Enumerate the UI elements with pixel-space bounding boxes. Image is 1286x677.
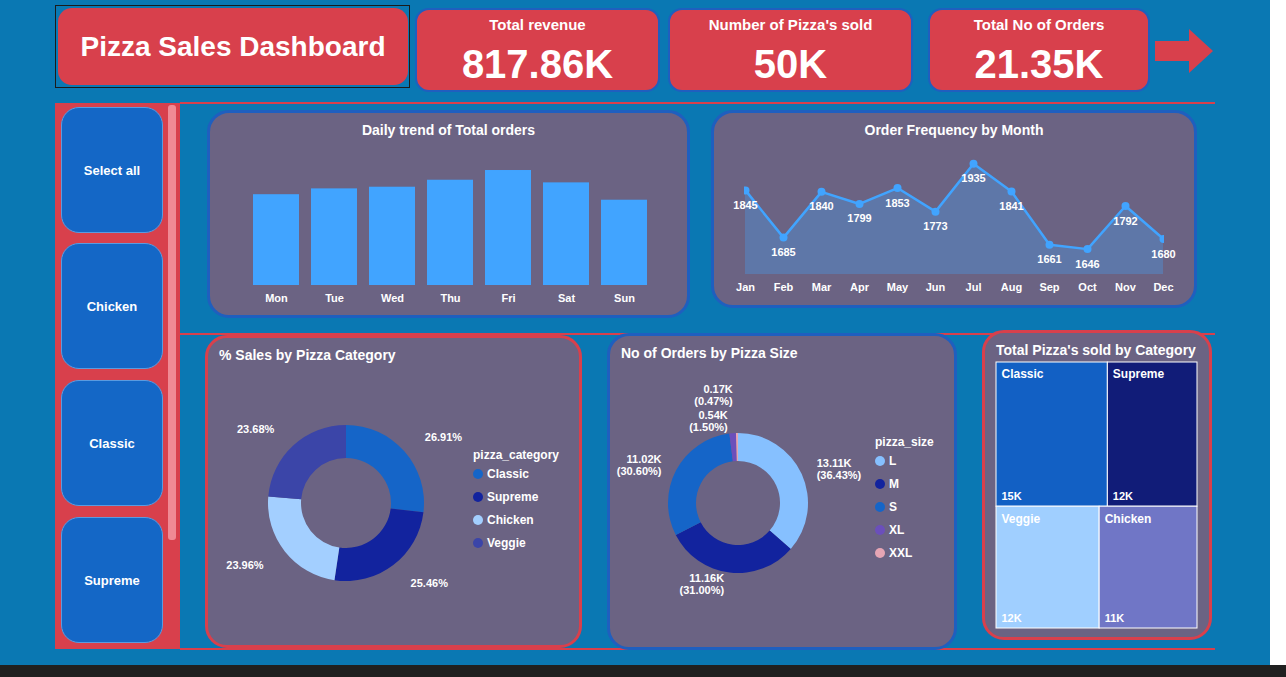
- svg-text:Supreme: Supreme: [1113, 367, 1165, 381]
- html-text:Total No of Orders: Total No of Orders: [973, 16, 1105, 33]
- html-text:Number of Pizza's sold: Number of Pizza's sold: [708, 16, 873, 33]
- svg-text:Jan: Jan: [736, 281, 755, 293]
- svg-text:XL: XL: [889, 523, 904, 537]
- svg-text:Wed: Wed: [381, 292, 404, 304]
- svg-text:15K: 15K: [1002, 490, 1022, 502]
- svg-text:Sat: Sat: [558, 292, 575, 304]
- svg-text:Sun: Sun: [614, 292, 635, 304]
- svg-text:0.17K(0.47%): 0.17K(0.47%): [694, 383, 733, 407]
- html-text:No of Orders by Pizza Size: No of Orders by Pizza Size: [621, 345, 798, 361]
- html-text:Total Pizza's sold by Category: Total Pizza's sold by Category: [996, 342, 1196, 358]
- html-text:Total revenue: Total revenue: [489, 16, 586, 33]
- svg-text:Jun: Jun: [926, 281, 946, 293]
- svg-text:1845: 1845: [733, 199, 757, 211]
- html-text:% Sales by Pizza Category: % Sales by Pizza Category: [219, 347, 396, 363]
- svg-text:0.54K(1.50%): 0.54K(1.50%): [689, 409, 728, 433]
- svg-text:1680: 1680: [1151, 248, 1175, 260]
- html-text:50K: 50K: [753, 42, 828, 86]
- html-text:817.86K: 817.86K: [461, 42, 614, 86]
- html-text:Chicken: Chicken: [86, 298, 138, 314]
- svg-text:12K: 12K: [1113, 490, 1133, 502]
- svg-text:Nov: Nov: [1115, 281, 1137, 293]
- svg-text:12K: 12K: [1002, 612, 1022, 624]
- svg-text:M: M: [889, 477, 899, 491]
- svg-text:1840: 1840: [809, 200, 833, 212]
- svg-text:Veggie: Veggie: [487, 536, 526, 550]
- html-text:Classic: Classic: [89, 435, 135, 451]
- html-text:Select all: Select all: [83, 162, 141, 178]
- svg-text:Dec: Dec: [1153, 281, 1173, 293]
- svg-text:1773: 1773: [923, 220, 947, 232]
- svg-text:Mar: Mar: [812, 281, 832, 293]
- svg-text:Classic: Classic: [1002, 367, 1044, 381]
- svg-text:XXL: XXL: [889, 546, 912, 560]
- svg-text:11.16K(31.00%): 11.16K(31.00%): [679, 572, 724, 596]
- svg-text:23.96%: 23.96%: [226, 559, 264, 571]
- svg-text:Chicken: Chicken: [487, 513, 534, 527]
- svg-text:1799: 1799: [847, 212, 871, 224]
- svg-text:1792: 1792: [1113, 215, 1137, 227]
- html-text:Order Frequency by Month: Order Frequency by Month: [864, 122, 1044, 138]
- svg-text:Jul: Jul: [966, 281, 982, 293]
- html-text:21.35K: 21.35K: [974, 42, 1104, 86]
- svg-text:Sep: Sep: [1039, 281, 1059, 293]
- html-text:Daily trend of Total orders: Daily trend of Total orders: [361, 122, 536, 138]
- svg-text:pizza_size: pizza_size: [875, 435, 934, 449]
- svg-text:L: L: [889, 454, 896, 468]
- svg-text:Fri: Fri: [501, 292, 515, 304]
- svg-text:May: May: [887, 281, 909, 293]
- svg-text:1841: 1841: [999, 200, 1023, 212]
- html-text:Pizza Sales Dashboard: Pizza Sales Dashboard: [80, 30, 386, 62]
- svg-text:1646: 1646: [1075, 258, 1099, 270]
- svg-text:Supreme: Supreme: [487, 490, 539, 504]
- svg-text:Classic: Classic: [487, 467, 529, 481]
- svg-text:Aug: Aug: [1001, 281, 1022, 293]
- svg-text:1935: 1935: [961, 172, 985, 184]
- svg-text:Thu: Thu: [440, 292, 460, 304]
- svg-text:13.11K(36.43%): 13.11K(36.43%): [817, 457, 862, 481]
- svg-text:Mon: Mon: [265, 292, 288, 304]
- svg-text:26.91%: 26.91%: [425, 431, 463, 443]
- svg-text:23.68%: 23.68%: [237, 423, 275, 435]
- svg-text:pizza_category: pizza_category: [473, 448, 559, 462]
- svg-text:11.02K(30.60%): 11.02K(30.60%): [617, 453, 662, 477]
- svg-text:S: S: [889, 500, 897, 514]
- svg-text:Veggie: Veggie: [1002, 512, 1041, 526]
- svg-text:Chicken: Chicken: [1105, 512, 1152, 526]
- svg-text:1853: 1853: [885, 197, 909, 209]
- svg-text:Tue: Tue: [325, 292, 344, 304]
- html-text:Supreme: Supreme: [84, 572, 140, 588]
- svg-text:Feb: Feb: [774, 281, 794, 293]
- svg-text:Apr: Apr: [850, 281, 870, 293]
- svg-text:11K: 11K: [1105, 612, 1125, 624]
- svg-text:Oct: Oct: [1078, 281, 1097, 293]
- svg-text:1661: 1661: [1037, 253, 1061, 265]
- svg-text:25.46%: 25.46%: [411, 577, 449, 589]
- svg-text:1685: 1685: [771, 246, 795, 258]
